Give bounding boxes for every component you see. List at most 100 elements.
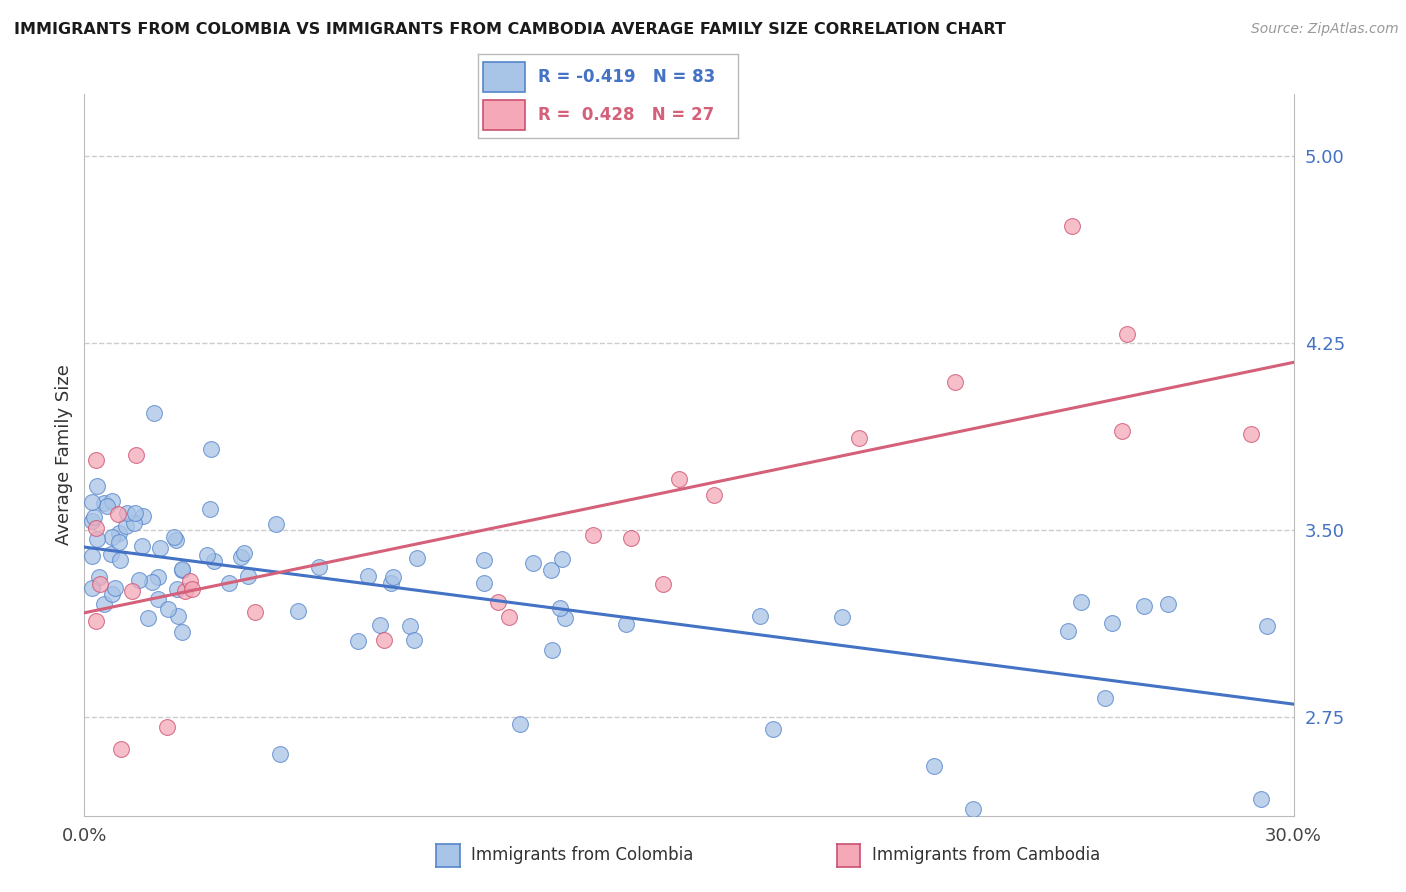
- Point: [232, 546, 254, 560]
- Point: [498, 610, 520, 624]
- Point: [202, 554, 225, 568]
- Point: [146, 592, 169, 607]
- Point: [1116, 327, 1139, 342]
- Point: [402, 632, 425, 647]
- Point: [96, 499, 118, 513]
- Point: [121, 584, 143, 599]
- Text: Immigrants from Colombia: Immigrants from Colombia: [471, 847, 693, 864]
- Point: [167, 609, 190, 624]
- Text: IMMIGRANTS FROM COLOMBIA VS IMMIGRANTS FROM CAMBODIA AVERAGE FAMILY SIZE CORRELA: IMMIGRANTS FROM COLOMBIA VS IMMIGRANTS F…: [14, 22, 1005, 37]
- Point: [1157, 597, 1180, 611]
- Point: [166, 582, 188, 596]
- Point: [218, 576, 240, 591]
- Point: [115, 518, 138, 533]
- Point: [831, 610, 853, 624]
- Point: [108, 535, 131, 549]
- Point: [1111, 424, 1133, 438]
- Point: [308, 559, 330, 574]
- Point: [373, 633, 395, 648]
- Point: [382, 569, 405, 583]
- Point: [101, 494, 124, 508]
- Point: [156, 720, 179, 734]
- Point: [82, 495, 104, 509]
- Point: [101, 587, 124, 601]
- Point: [1250, 791, 1272, 805]
- Text: Source: ZipAtlas.com: Source: ZipAtlas.com: [1251, 22, 1399, 37]
- Point: [146, 570, 169, 584]
- Point: [1133, 599, 1156, 614]
- Text: Immigrants from Cambodia: Immigrants from Cambodia: [872, 847, 1099, 864]
- Point: [614, 616, 637, 631]
- Point: [181, 582, 204, 596]
- Bar: [484, 100, 524, 130]
- Point: [83, 509, 105, 524]
- Point: [156, 602, 179, 616]
- Point: [172, 624, 194, 639]
- Text: R =  0.428   N = 27: R = 0.428 N = 27: [538, 106, 714, 124]
- Point: [107, 507, 129, 521]
- Point: [357, 569, 380, 583]
- Point: [540, 563, 562, 577]
- Point: [548, 601, 571, 615]
- Point: [749, 609, 772, 624]
- Point: [86, 614, 108, 628]
- Point: [848, 431, 870, 445]
- Point: [620, 531, 643, 545]
- Point: [195, 548, 218, 562]
- Point: [551, 552, 574, 566]
- Point: [132, 509, 155, 524]
- Point: [582, 527, 605, 541]
- Point: [86, 521, 108, 535]
- Point: [405, 550, 427, 565]
- Point: [922, 759, 945, 773]
- Point: [668, 472, 690, 486]
- Point: [128, 573, 150, 587]
- Point: [486, 595, 509, 609]
- Point: [108, 553, 131, 567]
- Point: [149, 541, 172, 555]
- Point: [104, 581, 127, 595]
- Point: [141, 574, 163, 589]
- Point: [943, 375, 966, 389]
- Point: [509, 717, 531, 731]
- Point: [264, 516, 287, 531]
- Point: [229, 550, 252, 565]
- Point: [1101, 616, 1123, 631]
- Point: [243, 606, 266, 620]
- Point: [122, 516, 145, 530]
- Point: [142, 406, 165, 420]
- Point: [368, 618, 391, 632]
- Point: [172, 563, 194, 577]
- Point: [86, 532, 108, 546]
- Point: [651, 577, 673, 591]
- Point: [198, 502, 221, 516]
- Point: [1094, 691, 1116, 706]
- Bar: [484, 62, 524, 92]
- Point: [962, 802, 984, 816]
- Point: [200, 442, 222, 456]
- Point: [163, 530, 186, 544]
- Point: [136, 611, 159, 625]
- Point: [761, 722, 783, 736]
- Point: [89, 576, 111, 591]
- Point: [108, 526, 131, 541]
- Point: [124, 506, 146, 520]
- Point: [236, 569, 259, 583]
- Point: [172, 562, 194, 576]
- Point: [179, 574, 201, 588]
- Point: [100, 547, 122, 561]
- Point: [398, 618, 420, 632]
- Point: [703, 488, 725, 502]
- Point: [110, 742, 132, 756]
- Point: [93, 496, 115, 510]
- Point: [115, 506, 138, 520]
- Point: [101, 530, 124, 544]
- Point: [287, 604, 309, 618]
- Point: [82, 514, 104, 528]
- Point: [380, 575, 402, 590]
- Point: [86, 478, 108, 492]
- Point: [1057, 624, 1080, 638]
- Point: [1240, 427, 1263, 442]
- Point: [1060, 219, 1083, 233]
- Point: [1256, 618, 1278, 632]
